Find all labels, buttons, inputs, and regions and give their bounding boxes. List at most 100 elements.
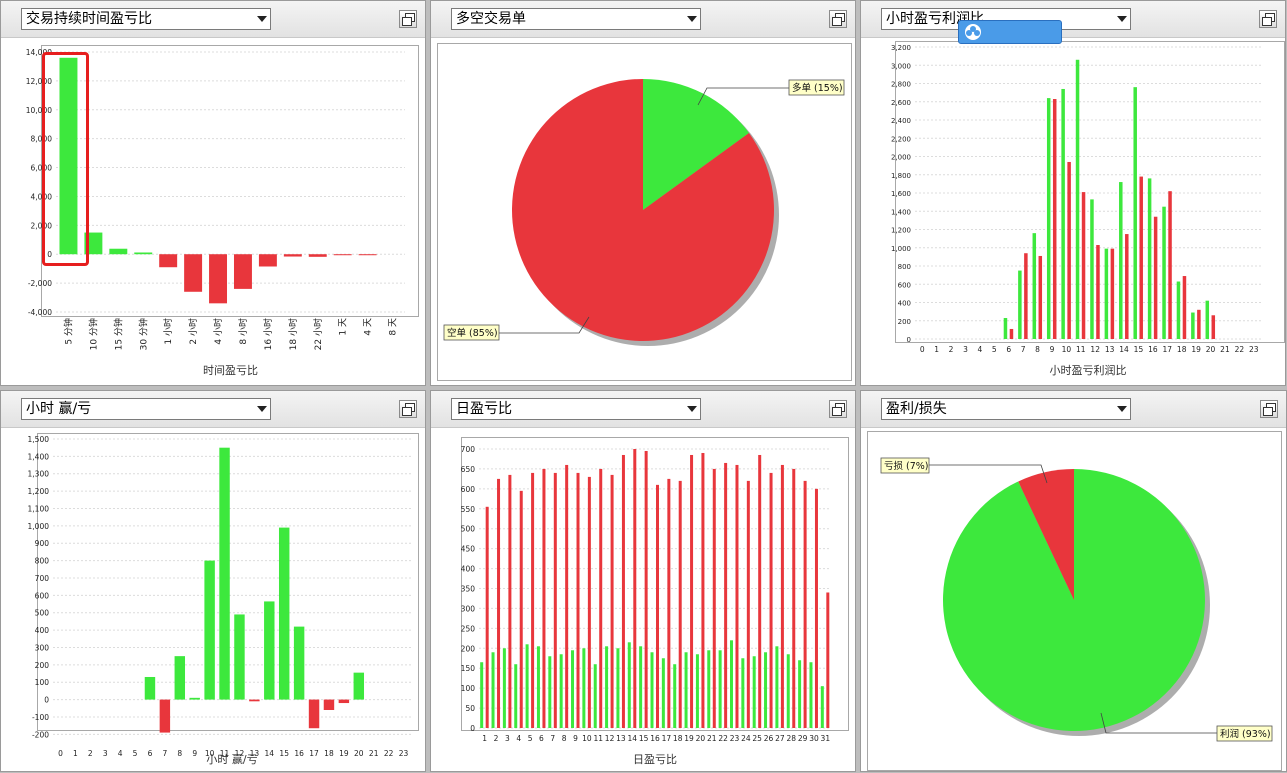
x-tick-label: 13 — [250, 749, 260, 758]
bar — [1003, 318, 1008, 339]
x-tick-label: 10 分钟 — [87, 318, 99, 350]
panel-daily-profit-ratio: 日盈亏比 0 50 100 150 200 250 300 350 400 450 500 550 60… — [430, 390, 856, 772]
x-tick-label: 18 — [324, 749, 334, 758]
bar — [249, 699, 260, 702]
chart-type-select[interactable]: 多空交易单 — [451, 8, 701, 30]
x-tick-label: 1 — [73, 749, 78, 758]
x-tick-label: 17 — [1163, 345, 1173, 354]
x-tick-label: 4 — [516, 734, 521, 743]
y-tick-label: 400 — [35, 626, 50, 635]
maximize-icon[interactable] — [1260, 400, 1278, 418]
y-tick-label: 250 — [461, 624, 476, 633]
bar — [258, 254, 277, 267]
x-tick-label: 1 小时 — [162, 318, 174, 345]
x-tick-label: 14 — [628, 734, 638, 743]
bar — [576, 472, 580, 728]
pie-slice — [643, 79, 749, 210]
y-tick-label: 200 — [35, 661, 50, 670]
y-tick-label: 700 — [461, 445, 476, 454]
x-tick-label: 9 — [192, 749, 197, 758]
maximize-icon[interactable] — [1259, 10, 1277, 28]
bar — [353, 672, 365, 700]
x-tick-label: 3 — [103, 749, 108, 758]
panel-header: 多空交易单 — [431, 1, 855, 38]
x-tick-label: 15 分钟 — [112, 318, 124, 350]
y-tick-label: 200 — [898, 318, 911, 326]
y-tick-label: 500 — [461, 525, 476, 534]
chart-type-select[interactable]: 日盈亏比 — [451, 398, 701, 420]
maximize-icon[interactable] — [829, 400, 847, 418]
bar — [1147, 178, 1152, 339]
y-tick-label: 14,000 — [26, 48, 52, 57]
y-tick-label: 400 — [461, 565, 476, 574]
x-tick-label: 6 — [539, 734, 544, 743]
bar — [605, 646, 609, 728]
bar — [752, 656, 756, 728]
bar — [809, 662, 813, 728]
bar — [1176, 281, 1181, 339]
y-tick-label: 1,500 — [28, 435, 50, 444]
y-tick-label: 12,000 — [26, 77, 52, 86]
slice-label: 利润 (93%) — [1220, 728, 1271, 740]
bar — [485, 506, 489, 728]
cloud-upload-overlay[interactable] — [958, 20, 1062, 44]
y-tick-label: 800 — [898, 263, 911, 271]
x-tick-label: 17 — [309, 749, 319, 758]
bar — [729, 640, 733, 728]
bar — [565, 464, 569, 728]
bar — [1032, 233, 1037, 339]
bar — [814, 488, 818, 728]
x-tick-label: 20 — [1206, 345, 1216, 354]
bar — [650, 652, 654, 728]
bar — [621, 454, 625, 728]
y-tick-label: 600 — [898, 281, 911, 289]
bar — [144, 676, 156, 700]
bar — [1162, 206, 1166, 339]
bar — [1061, 88, 1065, 339]
chart-type-select[interactable]: 交易持续时间盈亏比 — [21, 8, 271, 30]
maximize-icon[interactable] — [829, 10, 847, 28]
bar — [1024, 253, 1028, 339]
maximize-icon[interactable] — [399, 10, 417, 28]
chart-type-select[interactable]: 盈利/损失 — [881, 398, 1131, 420]
x-tick-label: 2 — [88, 749, 93, 758]
x-tick-label: 30 — [809, 734, 819, 743]
bar — [1090, 199, 1094, 339]
x-tick-label: 4 天 — [364, 318, 374, 336]
bar — [673, 664, 677, 728]
bar — [820, 686, 824, 728]
maximize-icon[interactable] — [399, 400, 417, 418]
y-tick-label: 0 — [907, 336, 911, 344]
bar — [633, 449, 637, 728]
x-tick-label: 8 — [177, 749, 182, 758]
x-tick-label: 22 — [384, 749, 394, 758]
bar — [1096, 245, 1100, 339]
bar — [599, 468, 603, 728]
slice-label-box — [443, 324, 500, 341]
bar-chart: 02004006008001,0001,2001,4001,6001,8002,… — [891, 44, 1261, 377]
y-tick-label: 600 — [35, 591, 50, 600]
bar — [678, 480, 682, 728]
bar — [758, 454, 762, 728]
bar — [724, 462, 728, 728]
x-tick-label: 17 — [662, 734, 672, 743]
y-tick-label: 1,200 — [28, 487, 50, 496]
dropdown-arrow-icon — [257, 406, 267, 412]
bar — [1168, 191, 1172, 339]
chart-type-select[interactable]: 小时 赢/亏 — [21, 398, 271, 420]
pie-slice — [512, 79, 774, 341]
x-tick-label: 15 — [639, 734, 649, 743]
slice-label: 多单 (15%) — [792, 82, 843, 94]
dropdown-arrow-icon — [687, 406, 697, 412]
bar — [1038, 255, 1043, 339]
y-tick-label: 150 — [461, 664, 476, 673]
bar — [764, 652, 768, 728]
x-tick-label: 10 — [582, 734, 592, 743]
x-tick-label: 19 — [684, 734, 694, 743]
bar — [769, 472, 773, 728]
x-tick-label: 24 — [741, 734, 751, 743]
x-tick-label: 15 — [1134, 345, 1144, 354]
x-tick-label: 22 — [718, 734, 728, 743]
x-tick-label: 12 — [1090, 345, 1100, 354]
y-tick-label: 100 — [461, 684, 476, 693]
